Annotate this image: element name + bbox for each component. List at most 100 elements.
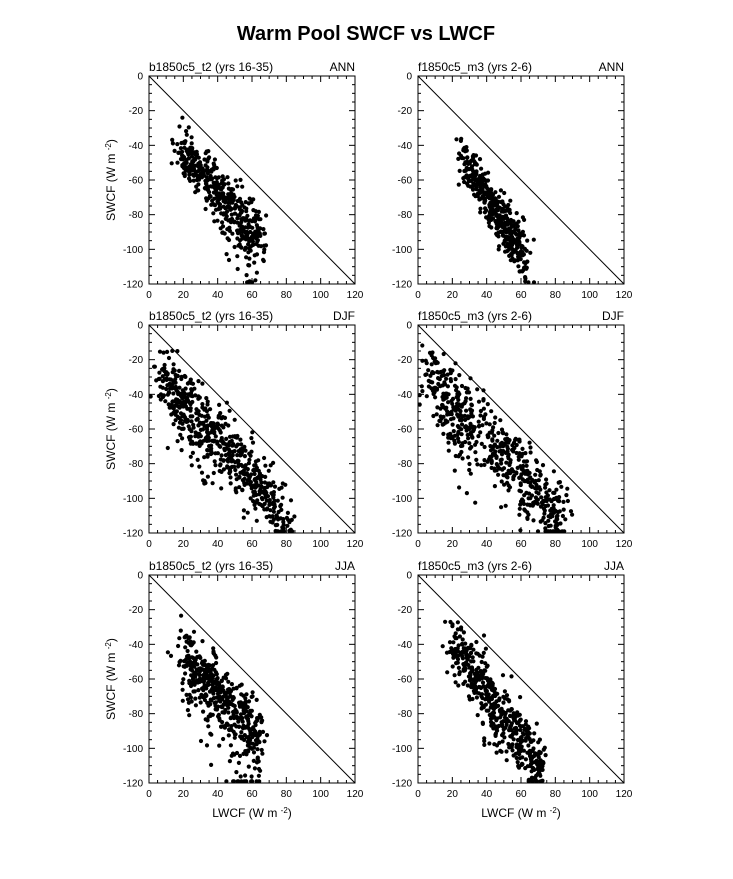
one-to-one-line bbox=[417, 574, 625, 784]
scatter-point bbox=[232, 244, 237, 250]
scatter-point bbox=[268, 463, 273, 468]
scatter-point bbox=[268, 519, 273, 524]
scatter-point bbox=[565, 498, 571, 504]
scatter-point bbox=[520, 731, 526, 736]
scatter-point bbox=[499, 229, 504, 234]
scatter-point bbox=[515, 258, 520, 263]
scatter-point bbox=[487, 430, 492, 435]
scatter-point bbox=[468, 650, 474, 656]
scatter-point bbox=[271, 517, 276, 522]
scatter-point bbox=[185, 660, 190, 665]
x-tick-label: 80 bbox=[281, 290, 293, 301]
scatter-point bbox=[529, 762, 534, 767]
scatter-point bbox=[501, 700, 506, 705]
scatter-point bbox=[526, 280, 531, 285]
scatter-point bbox=[182, 664, 187, 669]
scatter-point bbox=[446, 448, 451, 453]
scatter-point bbox=[245, 705, 250, 710]
scatter-point bbox=[250, 694, 255, 699]
scatter-point bbox=[464, 491, 469, 496]
scatter-point bbox=[446, 392, 451, 397]
scatter-point bbox=[241, 703, 246, 708]
scatter-point bbox=[493, 692, 498, 698]
scatter-point bbox=[188, 414, 193, 419]
scatter-point bbox=[194, 649, 199, 654]
scatter-point bbox=[483, 206, 488, 211]
scatter-point bbox=[476, 684, 482, 690]
scatter-point bbox=[531, 518, 536, 523]
scatter-point bbox=[497, 449, 502, 454]
scatter-point bbox=[195, 680, 200, 685]
scatter-point bbox=[467, 467, 472, 473]
scatter-point bbox=[254, 270, 259, 275]
scatter-point bbox=[185, 708, 190, 713]
scatter-point bbox=[255, 239, 260, 244]
scatter-point bbox=[190, 172, 196, 177]
scatter-point bbox=[203, 663, 208, 668]
scatter-point bbox=[459, 432, 464, 437]
scatter-point bbox=[239, 452, 244, 457]
scatter-point bbox=[239, 449, 244, 454]
scatter-point bbox=[508, 713, 513, 719]
scatter-point bbox=[148, 394, 153, 399]
scatter-point bbox=[249, 746, 254, 751]
scatter-point bbox=[170, 141, 175, 146]
scatter-point bbox=[212, 219, 217, 224]
scatter-point bbox=[188, 377, 193, 382]
scatter-point bbox=[169, 161, 174, 166]
scatter-point bbox=[217, 695, 222, 700]
scatter-point bbox=[498, 188, 503, 193]
scatter-point bbox=[544, 481, 549, 486]
scatter-point bbox=[473, 500, 478, 505]
scatter-point bbox=[511, 730, 516, 735]
scatter-point bbox=[515, 743, 520, 748]
scatter-point bbox=[501, 473, 506, 478]
scatter-point bbox=[191, 679, 197, 685]
scatter-point bbox=[513, 231, 519, 236]
scatter-point bbox=[435, 405, 440, 410]
scatter-point bbox=[239, 442, 244, 447]
scatter-point bbox=[450, 664, 455, 669]
scatter-point bbox=[520, 762, 525, 767]
scatter-point bbox=[232, 220, 237, 225]
scatter-point bbox=[443, 418, 448, 423]
scatter-point bbox=[504, 693, 510, 698]
scatter-point bbox=[218, 411, 223, 416]
scatter-point bbox=[234, 770, 239, 775]
scatter-point bbox=[204, 686, 209, 691]
scatter-point bbox=[249, 486, 254, 491]
scatter-point bbox=[239, 220, 244, 225]
scatter-point bbox=[279, 507, 284, 512]
scatter-point bbox=[260, 751, 265, 756]
scatter-panel-3: b1850c5_t2 (yrs 16-35) DJF 0 20 40 60 80 100 120… bbox=[104, 309, 364, 550]
scatter-point bbox=[224, 400, 229, 405]
scatter-point bbox=[539, 495, 544, 500]
scatter-point bbox=[538, 779, 543, 784]
scatter-point bbox=[212, 700, 217, 706]
scatter-point bbox=[253, 720, 258, 726]
scatter-point bbox=[475, 387, 480, 392]
scatter-point bbox=[544, 477, 549, 482]
y-tick-label: -80 bbox=[129, 459, 144, 470]
scatter-point bbox=[250, 430, 255, 435]
scatter-point bbox=[246, 699, 252, 704]
scatter-panel-5: b1850c5_t2 (yrs 16-35) JJA 0 20 40 60 80 100 120… bbox=[104, 559, 364, 820]
scatter-point bbox=[235, 220, 240, 225]
scatter-point bbox=[165, 650, 170, 655]
scatter-point bbox=[516, 454, 521, 459]
one-to-one-line bbox=[148, 574, 356, 784]
scatter-point bbox=[262, 247, 267, 252]
x-tick-label: 100 bbox=[581, 539, 598, 550]
scatter-point bbox=[172, 368, 177, 373]
scatter-point bbox=[241, 468, 246, 473]
scatter-point bbox=[444, 395, 449, 400]
scatter-point bbox=[235, 228, 240, 233]
scatter-point bbox=[509, 467, 514, 472]
scatter-point bbox=[164, 370, 169, 375]
scatter-point bbox=[195, 416, 200, 421]
scatter-point bbox=[221, 458, 226, 463]
scatter-point bbox=[528, 450, 533, 455]
scatter-point bbox=[432, 359, 437, 364]
scatter-point bbox=[224, 436, 229, 441]
scatter-point bbox=[508, 258, 513, 263]
